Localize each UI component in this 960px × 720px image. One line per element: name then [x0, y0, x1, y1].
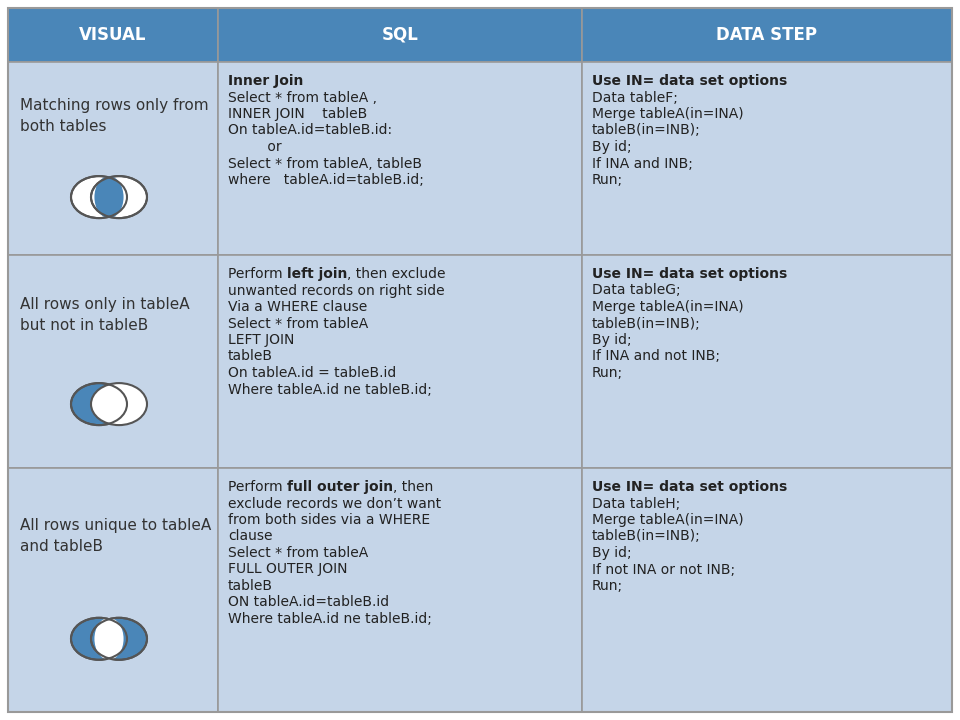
Text: All rows unique to tableA
and tableB: All rows unique to tableA and tableB	[20, 518, 211, 554]
Text: Select * from tableA, tableB: Select * from tableA, tableB	[228, 156, 422, 171]
Text: FULL OUTER JOIN: FULL OUTER JOIN	[228, 562, 348, 577]
Ellipse shape	[71, 176, 127, 218]
Text: Run;: Run;	[592, 173, 623, 187]
Bar	[582, 8, 952, 62]
Text: where   tableA.id=tableB.id;: where tableA.id=tableB.id;	[228, 173, 424, 187]
Text: Select * from tableA: Select * from tableA	[228, 317, 369, 330]
Bar	[8, 62, 218, 255]
Text: Via a WHERE clause: Via a WHERE clause	[228, 300, 368, 314]
Text: Merge tableA(in=INA): Merge tableA(in=INA)	[592, 300, 744, 314]
Text: tableB: tableB	[228, 349, 273, 364]
Text: tableB: tableB	[228, 579, 273, 593]
Text: By id;: By id;	[592, 140, 632, 154]
Text: ON tableA.id=tableB.id: ON tableA.id=tableB.id	[228, 595, 389, 610]
Text: If INA and INB;: If INA and INB;	[592, 156, 693, 171]
Text: Data tableG;: Data tableG;	[592, 284, 681, 297]
Bar	[218, 468, 582, 712]
Text: Where tableA.id ne tableB.id;: Where tableA.id ne tableB.id;	[228, 382, 432, 397]
Text: LEFT JOIN: LEFT JOIN	[228, 333, 295, 347]
Text: If INA and not INB;: If INA and not INB;	[592, 349, 720, 364]
Text: or: or	[228, 140, 281, 154]
Text: SQL: SQL	[381, 26, 419, 44]
Text: Use IN= data set options: Use IN= data set options	[592, 480, 787, 494]
Text: Merge tableA(in=INA): Merge tableA(in=INA)	[592, 107, 744, 121]
Text: Select * from tableA ,: Select * from tableA ,	[228, 91, 377, 104]
Text: Perform: Perform	[228, 480, 287, 494]
Bar	[218, 8, 582, 62]
Text: unwanted records on right side: unwanted records on right side	[228, 284, 444, 297]
Ellipse shape	[94, 176, 124, 218]
Bar	[582, 468, 952, 712]
Text: Run;: Run;	[592, 579, 623, 593]
Text: Data tableF;: Data tableF;	[592, 91, 678, 104]
Text: left join: left join	[287, 267, 348, 281]
Text: , then exclude: , then exclude	[348, 267, 445, 281]
Ellipse shape	[71, 383, 127, 425]
Text: Use IN= data set options: Use IN= data set options	[592, 74, 787, 88]
Text: If not INA or not INB;: If not INA or not INB;	[592, 562, 735, 577]
Text: Data tableH;: Data tableH;	[592, 497, 681, 510]
Text: Run;: Run;	[592, 366, 623, 380]
Text: , then: , then	[394, 480, 433, 494]
Text: from both sides via a WHERE: from both sides via a WHERE	[228, 513, 430, 527]
Text: full outer join: full outer join	[287, 480, 394, 494]
Text: On tableA.id = tableB.id: On tableA.id = tableB.id	[228, 366, 396, 380]
Text: DATA STEP: DATA STEP	[716, 26, 818, 44]
Bar	[582, 62, 952, 255]
Ellipse shape	[71, 618, 127, 660]
Text: Where tableA.id ne tableB.id;: Where tableA.id ne tableB.id;	[228, 612, 432, 626]
Text: By id;: By id;	[592, 546, 632, 560]
Text: Use IN= data set options: Use IN= data set options	[592, 267, 787, 281]
Ellipse shape	[91, 618, 147, 660]
Text: All rows only in tableA
but not in tableB: All rows only in tableA but not in table…	[20, 297, 190, 333]
Text: Perform: Perform	[228, 267, 287, 281]
Text: On tableA.id=tableB.id:: On tableA.id=tableB.id:	[228, 124, 392, 138]
Text: tableB(in=INB);: tableB(in=INB);	[592, 317, 701, 330]
Text: clause: clause	[228, 529, 273, 544]
Text: INNER JOIN    tableB: INNER JOIN tableB	[228, 107, 368, 121]
Text: VISUAL: VISUAL	[80, 26, 147, 44]
Text: tableB(in=INB);: tableB(in=INB);	[592, 124, 701, 138]
Text: By id;: By id;	[592, 333, 632, 347]
Ellipse shape	[91, 176, 147, 218]
Ellipse shape	[94, 618, 124, 660]
Text: Inner Join: Inner Join	[228, 74, 303, 88]
Bar	[8, 8, 218, 62]
Bar	[8, 255, 218, 468]
Bar	[218, 255, 582, 468]
Text: Merge tableA(in=INA): Merge tableA(in=INA)	[592, 513, 744, 527]
Text: exclude records we don’t want: exclude records we don’t want	[228, 497, 442, 510]
Bar	[8, 468, 218, 712]
Text: tableB(in=INB);: tableB(in=INB);	[592, 529, 701, 544]
Text: Select * from tableA: Select * from tableA	[228, 546, 369, 560]
Bar	[582, 255, 952, 468]
Ellipse shape	[91, 383, 147, 425]
Text: Matching rows only from
both tables: Matching rows only from both tables	[20, 98, 208, 134]
Bar	[218, 62, 582, 255]
